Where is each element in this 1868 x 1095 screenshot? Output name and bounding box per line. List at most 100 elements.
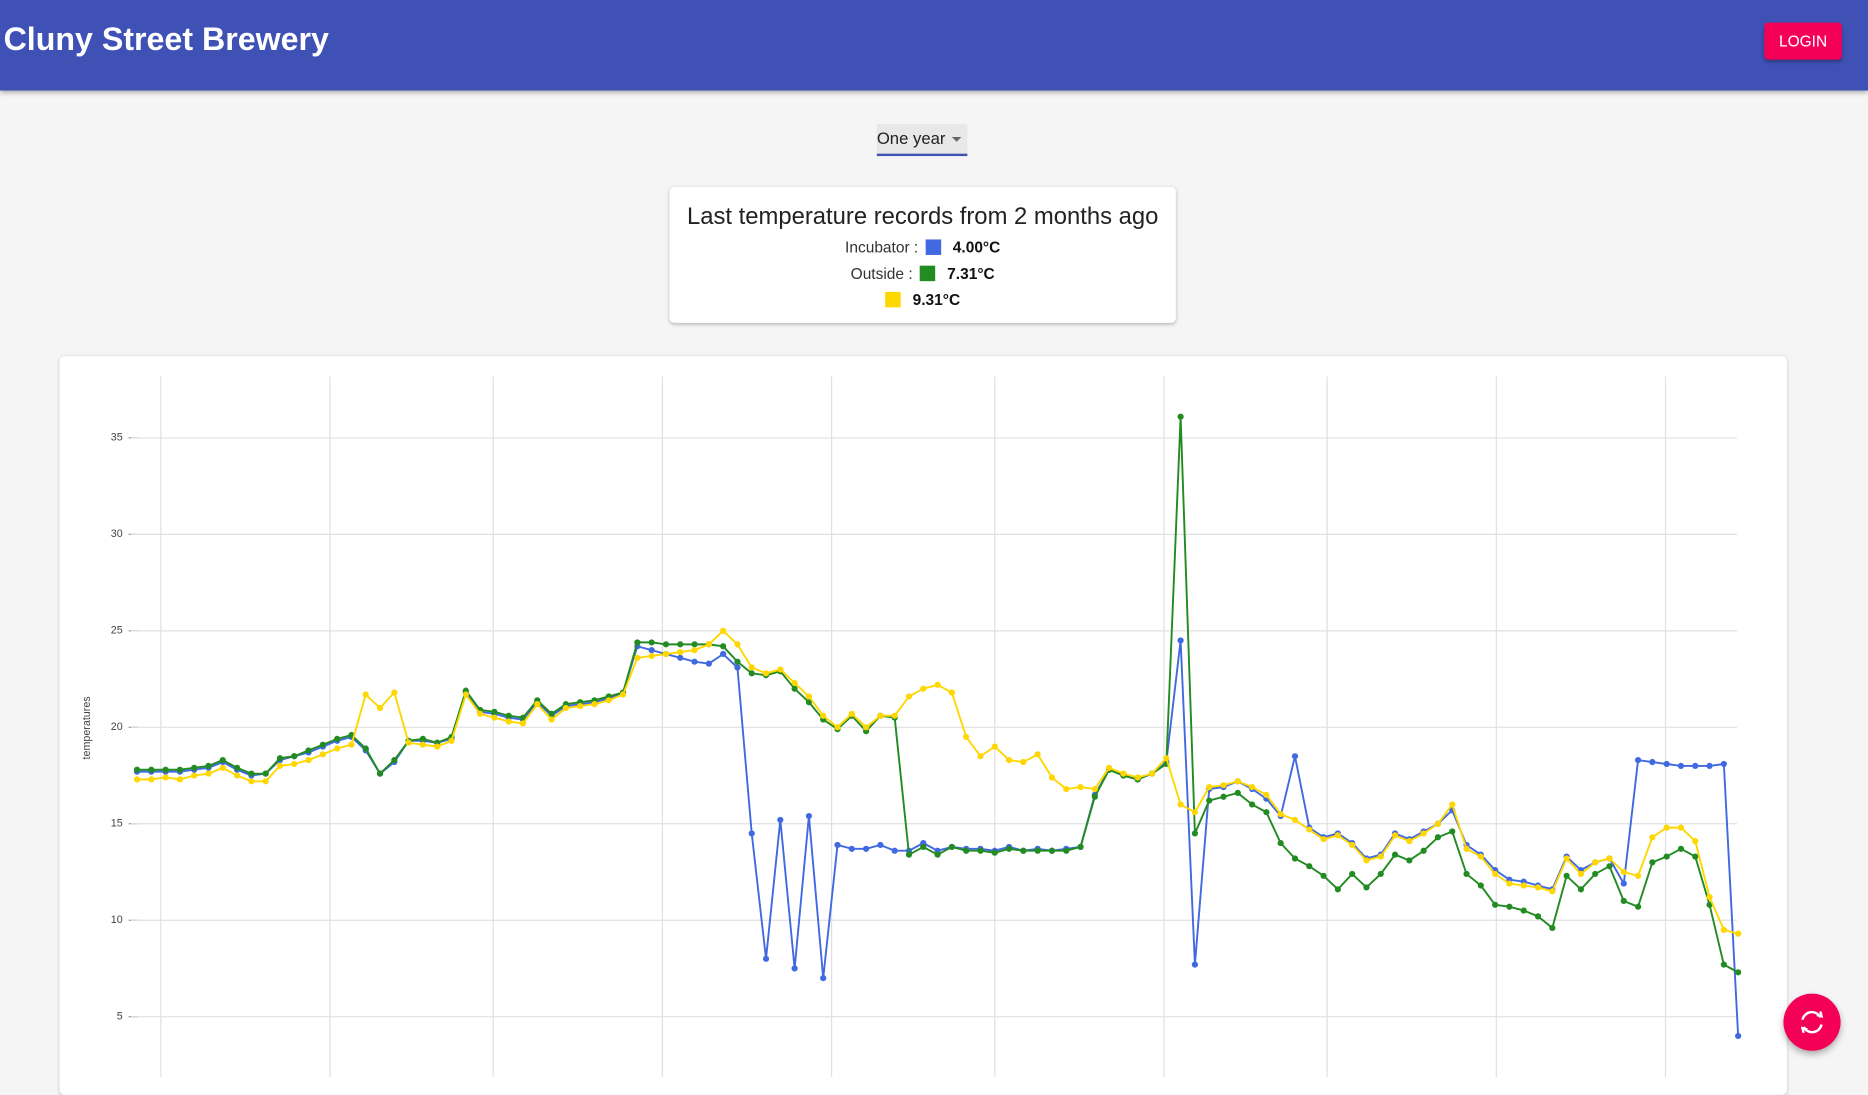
data-point <box>720 643 727 650</box>
data-point <box>1134 774 1141 781</box>
data-point <box>862 845 870 852</box>
data-point <box>1306 826 1313 833</box>
data-point <box>691 658 698 665</box>
data-point <box>1191 961 1199 968</box>
data-point <box>1592 870 1599 878</box>
data-point <box>1048 774 1056 781</box>
data-point <box>1377 870 1384 878</box>
data-point <box>1649 859 1656 866</box>
data-point <box>1649 758 1656 766</box>
record-swatch <box>919 265 936 282</box>
data-point <box>1606 855 1613 862</box>
data-point <box>1091 785 1098 793</box>
data-point <box>362 691 369 698</box>
data-point <box>677 641 684 648</box>
data-point <box>391 757 398 764</box>
record-value: 9.31°C <box>912 290 961 309</box>
data-point <box>1434 834 1442 841</box>
data-point <box>891 712 898 719</box>
data-point <box>519 720 527 727</box>
data-point <box>734 658 741 665</box>
data-point <box>262 778 269 785</box>
data-point <box>691 647 698 654</box>
data-point <box>1506 880 1513 887</box>
data-point <box>1620 868 1627 876</box>
data-point <box>1077 843 1084 851</box>
data-point <box>948 689 955 696</box>
data-point <box>705 660 712 667</box>
data-point <box>1163 755 1170 762</box>
data-point <box>1577 886 1584 893</box>
data-point <box>1349 841 1356 849</box>
data-point <box>648 652 655 660</box>
data-point <box>1492 901 1499 908</box>
data-point <box>1263 809 1270 816</box>
data-point <box>648 639 655 646</box>
data-point <box>362 745 369 752</box>
data-point <box>1577 870 1584 878</box>
chart-card <box>59 356 1787 1095</box>
data-point <box>248 778 255 785</box>
data-point <box>720 650 727 658</box>
last-records-card: Last temperature records from 2 months a… <box>669 187 1176 323</box>
data-point <box>1220 793 1227 800</box>
data-point <box>1735 930 1742 937</box>
record-swatch <box>885 291 901 308</box>
data-point <box>1191 830 1199 837</box>
data-point <box>376 704 384 712</box>
series-line <box>137 416 1739 974</box>
period-value: One year <box>876 128 946 148</box>
data-point <box>791 679 798 687</box>
data-point <box>176 776 183 783</box>
data-point <box>1506 903 1513 910</box>
data-point <box>1320 836 1327 843</box>
data-point <box>162 766 169 773</box>
refresh-button[interactable] <box>1783 993 1841 1051</box>
data-point <box>705 641 712 648</box>
data-point <box>519 714 527 721</box>
data-point <box>205 770 212 777</box>
data-point <box>305 757 312 764</box>
data-point <box>491 714 498 721</box>
period-select[interactable]: One year <box>876 123 968 157</box>
series-line <box>137 629 1739 935</box>
record-label: Incubator : <box>845 238 919 257</box>
app-bar: Cluny Street Brewery LOGIN <box>0 0 1868 91</box>
data-point <box>562 704 569 712</box>
data-point <box>276 755 284 762</box>
data-point <box>477 710 484 717</box>
data-point <box>1034 847 1041 854</box>
data-point <box>1692 853 1699 860</box>
refresh-icon <box>1800 1010 1824 1034</box>
data-point <box>405 739 412 746</box>
data-point <box>1234 789 1241 797</box>
data-point <box>963 733 970 741</box>
data-point <box>791 685 798 692</box>
record-swatch <box>925 239 941 255</box>
login-button[interactable]: LOGIN <box>1764 22 1842 60</box>
data-point <box>920 685 927 692</box>
data-point <box>1020 758 1027 766</box>
data-point <box>820 975 827 982</box>
data-point <box>677 654 684 661</box>
data-point <box>1492 870 1499 878</box>
data-point <box>748 830 755 837</box>
data-point <box>1277 811 1284 818</box>
data-point <box>1034 751 1041 758</box>
data-point <box>991 743 998 750</box>
data-point <box>162 774 169 781</box>
data-point <box>1563 855 1570 862</box>
data-point <box>233 772 241 779</box>
data-point <box>805 699 813 706</box>
record-label: Outside : <box>850 264 913 283</box>
data-point <box>1477 853 1484 860</box>
data-point <box>334 745 341 752</box>
data-point <box>805 693 813 700</box>
data-point <box>491 708 498 715</box>
data-point <box>1634 872 1642 879</box>
data-point <box>820 712 827 719</box>
record-row: 9.31°C <box>670 291 1176 309</box>
data-point <box>834 724 841 731</box>
data-point <box>1406 857 1413 864</box>
